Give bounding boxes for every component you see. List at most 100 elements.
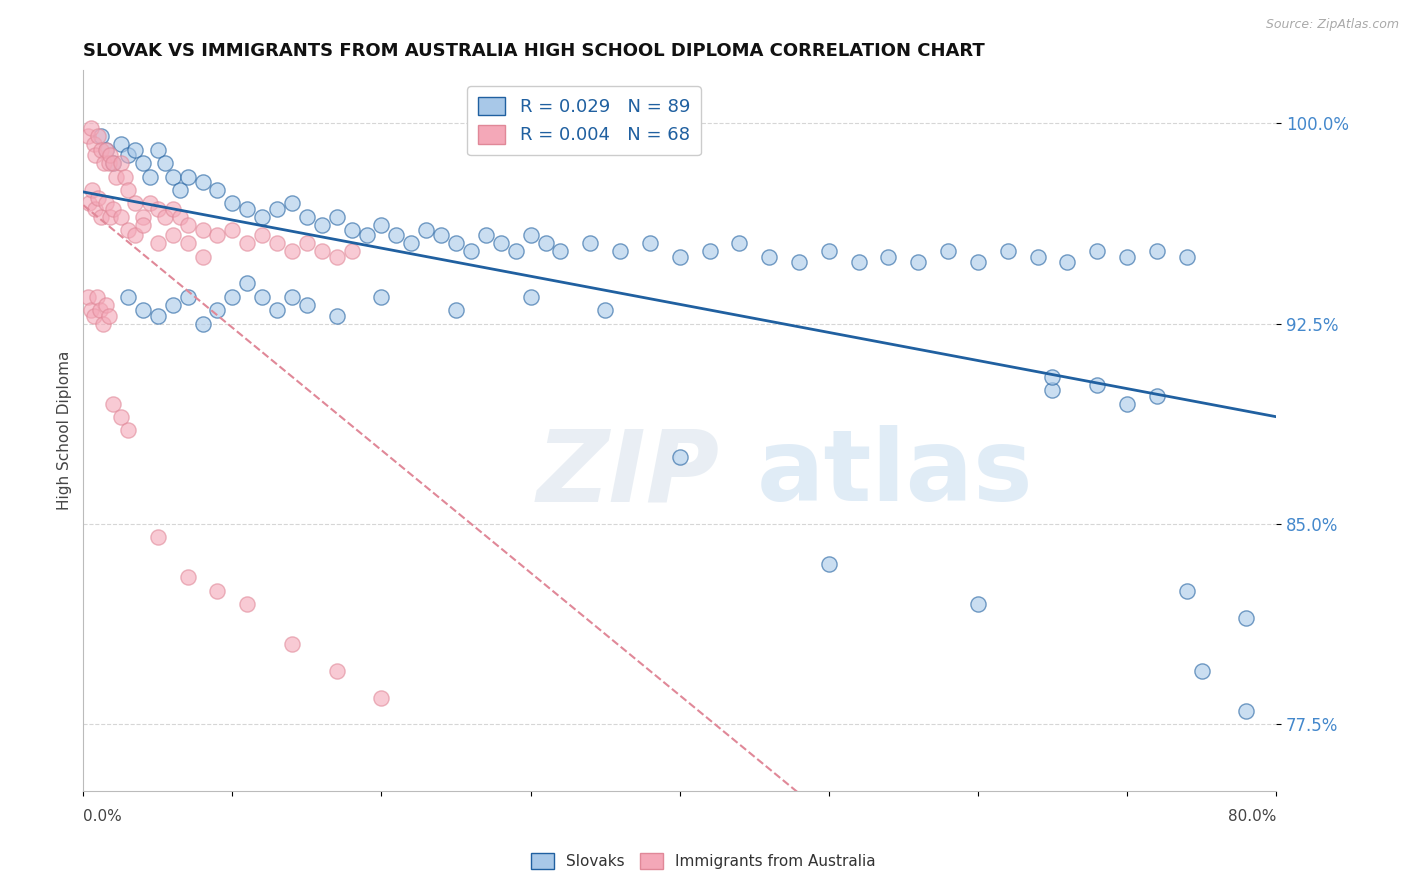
Y-axis label: High School Diploma: High School Diploma [58,351,72,510]
Point [505,244,527,259]
Point [460,244,482,259]
Point [609,244,631,259]
Point [236,202,259,216]
Point [97,156,120,170]
Point [370,690,392,705]
Point [139,169,162,184]
Point [146,143,169,157]
Point [94,196,117,211]
Point [207,183,229,197]
Point [132,218,155,232]
Point [82,183,104,197]
Point [997,244,1019,259]
Point [132,156,155,170]
Point [250,228,273,243]
Point [93,156,115,170]
Text: ZIP: ZIP [537,425,720,523]
Point [86,290,108,304]
Point [728,236,751,251]
Point [668,450,690,465]
Point [907,255,929,269]
Point [124,228,146,243]
Point [98,148,121,162]
Point [101,397,124,411]
Point [221,290,243,304]
Point [84,202,107,216]
Point [221,196,243,211]
Point [176,169,198,184]
Point [967,597,990,611]
Point [191,223,214,237]
Point [1175,250,1198,264]
Point [281,244,304,259]
Point [236,597,259,611]
Point [83,309,105,323]
Point [90,143,112,157]
Point [1175,583,1198,598]
Point [94,143,117,157]
Point [169,183,191,197]
Point [817,244,839,259]
Point [146,202,169,216]
Point [117,183,139,197]
Point [326,309,349,323]
Point [132,210,155,224]
Point [326,210,349,224]
Text: SLOVAK VS IMMIGRANTS FROM AUSTRALIA HIGH SCHOOL DIPLOMA CORRELATION CHART: SLOVAK VS IMMIGRANTS FROM AUSTRALIA HIGH… [83,42,986,60]
Point [1085,244,1108,259]
Point [97,309,120,323]
Text: 0.0%: 0.0% [83,809,122,824]
Point [117,148,139,162]
Point [191,317,214,331]
Point [101,156,124,170]
Point [266,303,288,318]
Point [699,244,721,259]
Text: Source: ZipAtlas.com: Source: ZipAtlas.com [1265,18,1399,31]
Point [1056,255,1078,269]
Point [356,228,378,243]
Point [1234,704,1257,718]
Point [155,210,177,224]
Point [94,143,117,157]
Point [80,121,103,136]
Point [162,169,184,184]
Point [110,410,132,425]
Point [94,298,117,312]
Point [340,223,363,237]
Point [266,236,288,251]
Point [1042,370,1064,384]
Point [415,223,437,237]
Point [124,196,146,211]
Point [1191,664,1213,678]
Point [758,250,780,264]
Point [101,156,124,170]
Point [370,290,392,304]
Point [250,210,273,224]
Point [207,583,229,598]
Point [162,298,184,312]
Point [1026,250,1049,264]
Point [162,202,184,216]
Point [444,303,467,318]
Point [519,290,541,304]
Point [77,196,100,211]
Point [207,228,229,243]
Point [176,218,198,232]
Point [105,169,128,184]
Point [444,236,467,251]
Point [236,236,259,251]
Point [1146,244,1168,259]
Point [155,156,177,170]
Point [110,210,132,224]
Point [295,298,318,312]
Point [967,255,990,269]
Point [936,244,959,259]
Point [110,156,132,170]
Point [132,303,155,318]
Point [169,210,191,224]
Point [326,664,349,678]
Point [401,236,423,251]
Point [787,255,810,269]
Point [311,244,333,259]
Point [101,202,124,216]
